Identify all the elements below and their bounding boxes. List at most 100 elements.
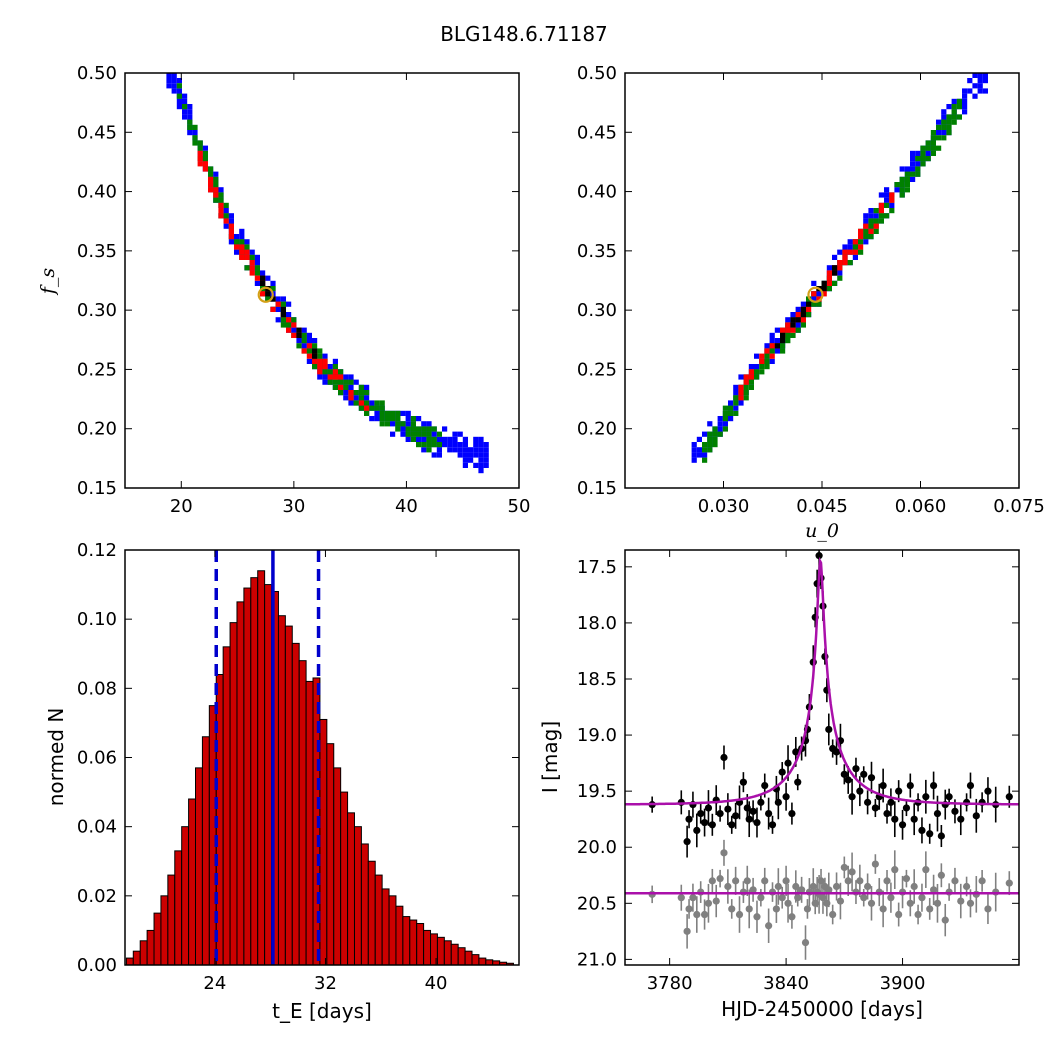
heatmap-cell-sigma1 <box>202 161 208 167</box>
heatmap-cell-sigma2 <box>889 208 895 214</box>
heatmap-cell-sigma2 <box>873 218 879 224</box>
heatmap-cell-sigma2 <box>707 447 713 453</box>
data-point <box>937 832 945 840</box>
data-point <box>794 894 802 902</box>
heatmap-cell-sigma1 <box>816 296 822 302</box>
heatmap-cell-sigma2 <box>332 379 338 385</box>
heatmap-cell-sigma1 <box>228 234 234 240</box>
data-point <box>749 807 757 815</box>
data-point <box>860 770 868 778</box>
heatmap-cell-sigma2 <box>930 150 936 156</box>
histogram-bar <box>284 625 293 966</box>
heatmap-cell-sigma3 <box>977 83 983 89</box>
heatmap-cell-sigma1 <box>826 275 832 281</box>
heatmap-cell-sigma3 <box>904 166 910 172</box>
heatmap-cell-sigma1 <box>244 254 250 260</box>
data-point <box>957 897 965 905</box>
heatmap-cell-sigma1 <box>249 260 255 266</box>
heatmap-cell-sigma2 <box>218 197 224 203</box>
panel-light-curve: 3780 3840 3900 17.5 18.0 18.5 19.0 19.5 20.0 20.5… <box>538 549 1020 1021</box>
heatmap-cell-sigma2 <box>296 343 302 349</box>
heatmap-cell-sigma2 <box>936 135 942 141</box>
histogram-bar <box>132 950 141 966</box>
heatmap-cell-sigma3 <box>301 343 307 349</box>
heatmap-cell-sigma3 <box>312 338 318 344</box>
heatmap-cell-sigma3 <box>343 374 349 380</box>
heatmap-cell-sigma3 <box>166 68 171 73</box>
heatmap-cell-sigma3 <box>228 239 234 245</box>
data-point <box>792 882 800 891</box>
data-point <box>1005 793 1013 801</box>
heatmap-cell-sigma3 <box>936 119 942 125</box>
heatmap-cell-sigma3 <box>764 343 770 349</box>
heatmap-cell-sigma3 <box>832 254 838 260</box>
heatmap-cell-sigma2 <box>410 421 416 427</box>
heatmap-cell-sigma3 <box>899 166 905 172</box>
data-point <box>840 863 848 872</box>
heatmap-cell-sigma2 <box>800 322 806 328</box>
y-tick-label: 0.35 <box>77 241 117 262</box>
heatmap-cell-sigma3 <box>462 447 468 453</box>
heatmap-cell-sigma3 <box>176 88 182 94</box>
histogram-bar <box>181 826 190 966</box>
heatmap-cell-sigma3 <box>332 358 338 364</box>
data-point <box>677 894 685 902</box>
heatmap-cell-sigma2 <box>790 332 796 338</box>
heatmap-cell-sigma3 <box>249 249 255 255</box>
y-tick-label: 0.50 <box>77 63 117 84</box>
heatmap-cell-sigma2 <box>915 156 921 162</box>
heatmap-cell-sigma3 <box>691 442 697 448</box>
heatmap-cell-sigma3 <box>234 249 240 255</box>
data-point <box>712 897 720 905</box>
data-point <box>895 910 903 919</box>
heatmap-cell-sigma2 <box>390 410 396 416</box>
heatmap-cell-sigma2 <box>358 390 364 396</box>
heatmap-cell-sigma3 <box>738 400 744 406</box>
heatmap-cell-sigma3 <box>343 395 349 401</box>
heatmap-cell-sigma1 <box>260 291 266 297</box>
heatmap-cell-sigma2 <box>400 421 406 427</box>
heatmap-cell-sigma3 <box>795 306 801 312</box>
heatmap-cell-sigma1 <box>826 270 832 276</box>
data-point <box>871 860 879 868</box>
heatmap-cell-best <box>270 296 276 302</box>
heatmap-cell-sigma3 <box>265 275 271 281</box>
histogram-bar <box>485 959 494 966</box>
heatmap-cell-sigma1 <box>811 291 817 297</box>
heatmap-cell-sigma3 <box>915 150 921 156</box>
heatmap-cell-sigma2 <box>951 114 957 120</box>
heatmap-cell-sigma3 <box>785 317 791 323</box>
heatmap-cell-sigma2 <box>951 104 957 110</box>
data-point <box>1005 879 1013 887</box>
heatmap-cell-sigma3 <box>691 457 697 463</box>
heatmap-cell-sigma1 <box>239 254 245 260</box>
data-point <box>765 922 773 930</box>
heatmap-cell-sigma3 <box>400 426 406 432</box>
data-point <box>933 899 942 907</box>
heatmap-cell-sigma2 <box>187 119 193 125</box>
histogram-bar <box>471 954 480 966</box>
heatmap-cell-sigma1 <box>826 280 832 286</box>
heatmap-cell-sigma2 <box>280 322 286 328</box>
data-point <box>778 768 786 776</box>
heatmap-cell-sigma2 <box>920 150 926 156</box>
heatmap-cell-sigma3 <box>171 73 177 78</box>
data-point <box>720 753 728 762</box>
y-tick-label: 0.30 <box>577 300 617 321</box>
heatmap-cell-sigma2 <box>244 244 250 250</box>
heatmap-cell-sigma2 <box>712 436 718 442</box>
heatmap-cell-sigma1 <box>738 384 744 390</box>
heatmap-cell-sigma3 <box>436 436 442 442</box>
histogram-bar <box>423 929 432 966</box>
heatmap-cell-sigma1 <box>202 166 208 172</box>
heatmap-cell-sigma3 <box>457 431 463 437</box>
data-point <box>683 838 691 846</box>
heatmap-cell-sigma2 <box>421 431 427 437</box>
data-point <box>803 905 812 913</box>
heatmap-cell-sigma3 <box>478 452 484 458</box>
heatmap-cell-sigma3 <box>400 431 406 437</box>
data-point <box>978 877 986 885</box>
heatmap-cell-sigma2 <box>904 171 910 177</box>
heatmap-cell-sigma3 <box>306 338 312 344</box>
heatmap-cell-sigma1 <box>348 390 354 396</box>
